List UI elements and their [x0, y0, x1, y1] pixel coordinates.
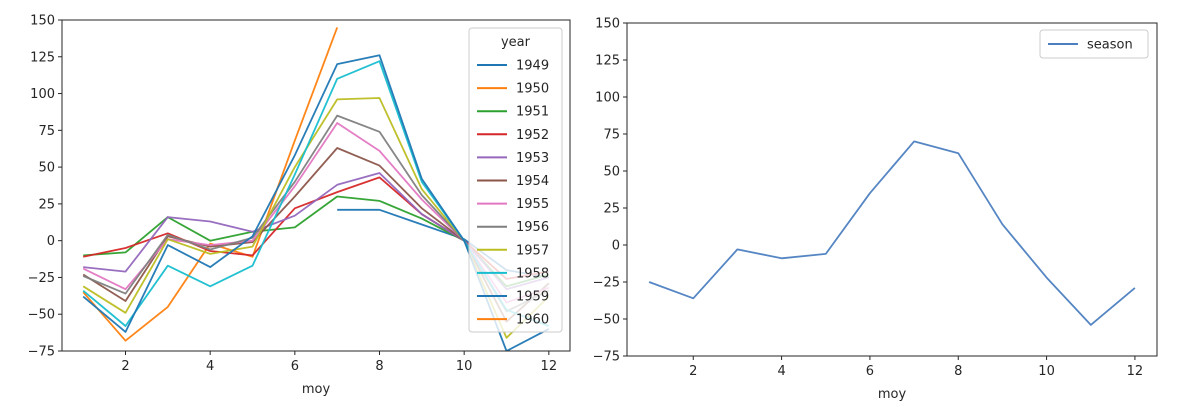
x-tick-label: 2 — [121, 359, 129, 374]
y-tick-label: −25 — [28, 271, 55, 286]
y-tick-label: 125 — [30, 50, 55, 65]
legend-box — [468, 27, 563, 333]
legend-label: 1952 — [516, 128, 549, 143]
y-tick-label: −75 — [28, 345, 55, 360]
x-tick-label: 10 — [456, 359, 473, 374]
axes-frame — [61, 19, 571, 352]
y-tick-label: 75 — [603, 128, 620, 143]
x-tick-label: 4 — [777, 364, 785, 379]
x-axis-label: moy — [302, 382, 331, 397]
legend-title: year — [501, 35, 531, 50]
x-tick-label: 8 — [954, 364, 962, 379]
legend: year 1949 1950 1951 1952 1953 1954 1955 1956 1957… — [468, 27, 563, 333]
legend-label: season — [1087, 38, 1133, 53]
legend-label: 1954 — [516, 174, 549, 189]
x-tick-label: 12 — [541, 359, 558, 374]
y-tick-label: 75 — [38, 124, 55, 139]
y-tick-label: 50 — [603, 165, 620, 180]
y-tick-label: 50 — [38, 161, 55, 176]
series-line-season — [648, 140, 1136, 326]
legend: season — [1039, 29, 1149, 59]
y-tick-label: −50 — [28, 308, 55, 323]
legend-label: 1960 — [516, 313, 549, 328]
x-tick-label: 10 — [1038, 364, 1055, 379]
y-tick-label: −50 — [593, 313, 620, 328]
axes-frame — [626, 22, 1158, 357]
y-tick-label: 150 — [30, 14, 55, 29]
x-tick-label: 6 — [866, 364, 874, 379]
legend-label: 1953 — [516, 151, 549, 166]
y-tick-label: 100 — [30, 87, 55, 102]
y-tick-label: 150 — [595, 17, 620, 32]
x-tick-label: 2 — [689, 364, 697, 379]
legend-box — [1039, 29, 1149, 59]
legend-label: 1949 — [516, 59, 549, 74]
legend-label: 1950 — [516, 82, 549, 97]
y-tick-label: 0 — [47, 234, 55, 249]
legend-label: 1955 — [516, 197, 549, 212]
legend-label: 1958 — [516, 266, 549, 281]
x-tick-label: 4 — [206, 359, 214, 374]
y-tick-label: 100 — [595, 91, 620, 106]
chart-right: −75 −50 −25 0 25 50 75 100 125 150 2 4 6 8 10 12 moy seas… — [593, 17, 1158, 402]
chart-left: −75 −50 −25 0 25 50 75 100 125 150 2 4 6 8 10 12 moy year… — [28, 14, 571, 397]
y-tick-label: 25 — [603, 202, 620, 217]
legend-label: 1957 — [516, 243, 549, 258]
x-tick-label: 6 — [291, 359, 299, 374]
legend-label: 1959 — [516, 290, 549, 305]
y-tick-label: −25 — [593, 276, 620, 291]
series-line-1950 — [82, 27, 339, 342]
x-axis-label: moy — [878, 387, 907, 402]
legend-label: 1951 — [516, 105, 549, 120]
plot-area — [648, 140, 1136, 326]
y-tick-label: 0 — [612, 239, 620, 254]
y-tick-label: −75 — [593, 350, 620, 365]
x-tick-label: 8 — [375, 359, 383, 374]
y-tick-label: 25 — [38, 197, 55, 212]
legend-label: 1956 — [516, 220, 549, 235]
y-tick-label: 125 — [595, 54, 620, 69]
x-tick-label: 12 — [1127, 364, 1144, 379]
